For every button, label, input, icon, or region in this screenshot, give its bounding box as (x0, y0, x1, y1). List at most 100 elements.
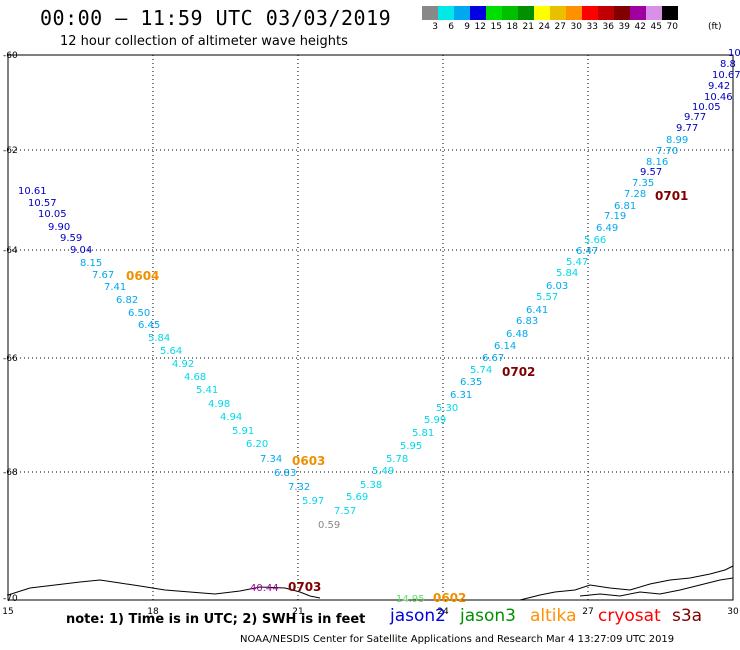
legend-label: 45 (650, 22, 662, 32)
swh-value: 7.70 (656, 146, 678, 157)
swh-value: 8.99 (666, 135, 688, 146)
swh-value: 4.92 (172, 359, 194, 370)
y-tick-label: -70 (3, 594, 18, 604)
pass-id-label: 0602 (433, 591, 466, 605)
pass-id-label: 0604 (126, 269, 159, 283)
legend-label: 15 (490, 22, 502, 32)
swh-value: 5.47 (566, 257, 588, 268)
mission-name: jason3 (460, 606, 516, 626)
coastline (579, 577, 734, 597)
swh-value: 5.66 (584, 235, 606, 246)
swh-value: 6.20 (246, 439, 268, 450)
map-title: 00:00 — 11:59 UTC 03/03/2019 (40, 6, 392, 30)
pass-id-label: 0702 (502, 365, 535, 379)
swh-value: 5.97 (302, 496, 324, 507)
swh-value: 6.82 (116, 295, 138, 306)
legend-swatch (502, 6, 518, 20)
legend-label: 33 (586, 22, 598, 32)
swh-value: 10.46 (704, 92, 733, 103)
swh-value: 7.35 (632, 178, 654, 189)
legend-label: 27 (554, 22, 566, 32)
legend-swatch (422, 6, 438, 20)
y-tick-label: -64 (3, 246, 18, 256)
swh-value: 4.68 (184, 372, 206, 383)
legend-label: 18 (506, 22, 518, 32)
legend-swatch (470, 6, 486, 20)
y-tick-label: -68 (3, 468, 18, 478)
swh-value: 6.14 (494, 341, 516, 352)
swh-value: 9.42 (708, 81, 730, 92)
swh-value: 6.35 (460, 377, 482, 388)
swh-value: 6.03 (546, 281, 568, 292)
pass-id-label: 0603 (292, 454, 325, 468)
swh-value: 5.84 (556, 268, 578, 279)
legend-swatch (662, 6, 678, 20)
legend-label: 12 (474, 22, 486, 32)
swh-value: 4.94 (220, 412, 242, 423)
swh-value: 6.47 (576, 246, 598, 257)
swh-value: 0.59 (318, 520, 340, 531)
swh-value: 9.57 (640, 167, 662, 178)
swh-value: 5.69 (346, 492, 368, 503)
legend-swatch (566, 6, 582, 20)
swh-value: 5.57 (536, 292, 558, 303)
swh-value: 7.28 (624, 189, 646, 200)
color-legend (422, 6, 678, 20)
swh-value: 9.77 (676, 123, 698, 134)
legend-swatch (454, 6, 470, 20)
legend-swatch (534, 6, 550, 20)
swh-value: 6.81 (614, 201, 636, 212)
swh-value: 10 (728, 48, 740, 59)
legend-label: 70 (666, 22, 678, 32)
swh-value: 6.49 (596, 223, 618, 234)
swh-value: 8.16 (646, 157, 668, 168)
swh-value: 4.98 (208, 399, 230, 410)
y-tick-label: -66 (3, 354, 18, 364)
swh-value: 8.8 (720, 59, 736, 70)
swh-value: 40.44 (250, 583, 279, 594)
x-tick-label: 27 (582, 607, 593, 617)
swh-value: 5.41 (196, 385, 218, 396)
swh-value: 5.38 (360, 480, 382, 491)
swh-value: 5.95 (400, 441, 422, 452)
legend-swatch (614, 6, 630, 20)
swh-value: 5.74 (470, 365, 492, 376)
swh-value: 6.48 (506, 329, 528, 340)
legend-label: 3 (432, 22, 438, 32)
swh-value: 6.83 (274, 468, 296, 479)
swh-value: 5.78 (386, 454, 408, 465)
swh-value: 10.05 (692, 102, 721, 113)
legend-swatch (630, 6, 646, 20)
x-tick-label: 18 (147, 607, 159, 617)
mission-name: s3a (672, 606, 703, 626)
coastline (7, 579, 321, 599)
legend-label: 30 (570, 22, 582, 32)
credits: NOAA/NESDIS Center for Satellite Applica… (240, 634, 675, 645)
legend-swatch (518, 6, 534, 20)
swh-value: 6.41 (526, 305, 548, 316)
color-legend-labels: 3 6 9 12 15 18 21 24 27 30 33 36 39 42 45 70 (422, 22, 678, 32)
legend-label: 9 (464, 22, 470, 32)
swh-value: 5.64 (160, 346, 182, 357)
swh-value: 6.31 (450, 390, 472, 401)
coastline (519, 565, 734, 601)
swh-value: 10.61 (18, 186, 47, 197)
y-tick-label: -62 (3, 146, 18, 156)
swh-value: 7.67 (92, 270, 114, 281)
mission-name: altika (530, 606, 577, 626)
map-frame (7, 54, 734, 601)
legend-swatch (598, 6, 614, 20)
swh-value: 7.32 (288, 482, 310, 493)
legend-swatch (486, 6, 502, 20)
x-tick-label: 21 (292, 607, 303, 617)
legend-swatch (438, 6, 454, 20)
pass-id-label: 0703 (288, 580, 321, 594)
swh-value: 5.81 (412, 428, 434, 439)
swh-value: 10.05 (38, 209, 67, 220)
mission-name: jason2 (390, 606, 446, 626)
swh-value: 7.19 (604, 211, 626, 222)
swh-value: 6.50 (128, 308, 150, 319)
swh-value: 9.04 (70, 245, 92, 256)
pass-id-label: 0701 (655, 189, 688, 203)
